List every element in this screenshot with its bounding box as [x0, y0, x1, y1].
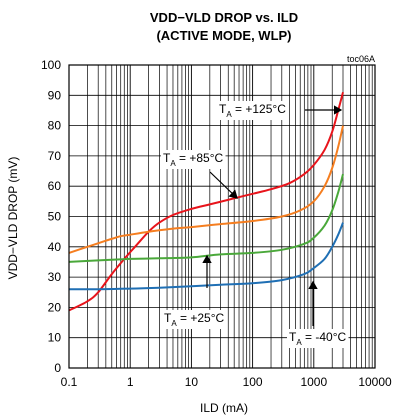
annotation-label: TA = +25°C	[164, 311, 225, 328]
annotation-bg	[162, 310, 227, 329]
annotation-1: TA = +85°C	[161, 150, 238, 199]
annotation-bg	[217, 101, 289, 120]
plot-frame	[68, 64, 376, 369]
y-tick-label: 40	[48, 240, 62, 254]
annotation-arrow	[209, 171, 238, 199]
chart-title: VDD−VLD DROP vs. ILD	[150, 10, 298, 25]
x-axis-label: ILD (mA)	[200, 401, 248, 415]
y-tick-label: 50	[48, 210, 62, 224]
y-tick-label: 80	[48, 119, 62, 133]
series-line-0	[68, 92, 344, 312]
annotation-bg	[161, 150, 226, 169]
y-tick-label: 10	[48, 331, 62, 345]
annotation-label: TA = +125°C	[219, 102, 286, 119]
annotation-0: TA = +125°C	[217, 101, 343, 120]
annotation-bg	[287, 329, 349, 348]
y-axis-label: VDD−VLD DROP (mV)	[6, 157, 20, 280]
y-tick-label: 30	[48, 270, 62, 284]
y-tick-label: 60	[48, 179, 62, 193]
x-tick-label: 100	[243, 375, 263, 389]
y-tick-label: 20	[48, 300, 62, 314]
chart-code: toc06A	[347, 54, 375, 64]
series-lines	[68, 92, 344, 312]
annotation-3: TA = -40°C	[287, 280, 349, 348]
annotation-label: TA = -40°C	[289, 330, 347, 347]
x-tick-label: 10000	[358, 375, 392, 389]
annotation-label: TA = +85°C	[163, 151, 224, 168]
x-tick-label: 10	[185, 375, 199, 389]
annotations: TA = +125°C TA = +85°C TA = +25°C TA = -40°…	[161, 101, 349, 348]
y-tick-label: 0	[54, 361, 61, 375]
y-tick-label: 70	[48, 149, 62, 163]
series-line-2	[68, 173, 344, 263]
y-tick-label: 100	[41, 58, 61, 72]
x-tick-label: 1000	[300, 375, 327, 389]
x-tick-label: 1	[127, 375, 134, 389]
x-tick-label: 0.1	[61, 375, 78, 389]
tick-labels: 0.1 1 10 100 1000 10000 0 10 20 30 40 50 60 70 80 90 100	[41, 58, 392, 389]
series-line-3	[68, 222, 344, 291]
annotation-2: TA = +25°C	[162, 254, 227, 329]
series-line-1	[68, 125, 344, 254]
chart-subtitle: (ACTIVE MODE, WLP)	[156, 28, 291, 43]
y-tick-label: 90	[48, 88, 62, 102]
